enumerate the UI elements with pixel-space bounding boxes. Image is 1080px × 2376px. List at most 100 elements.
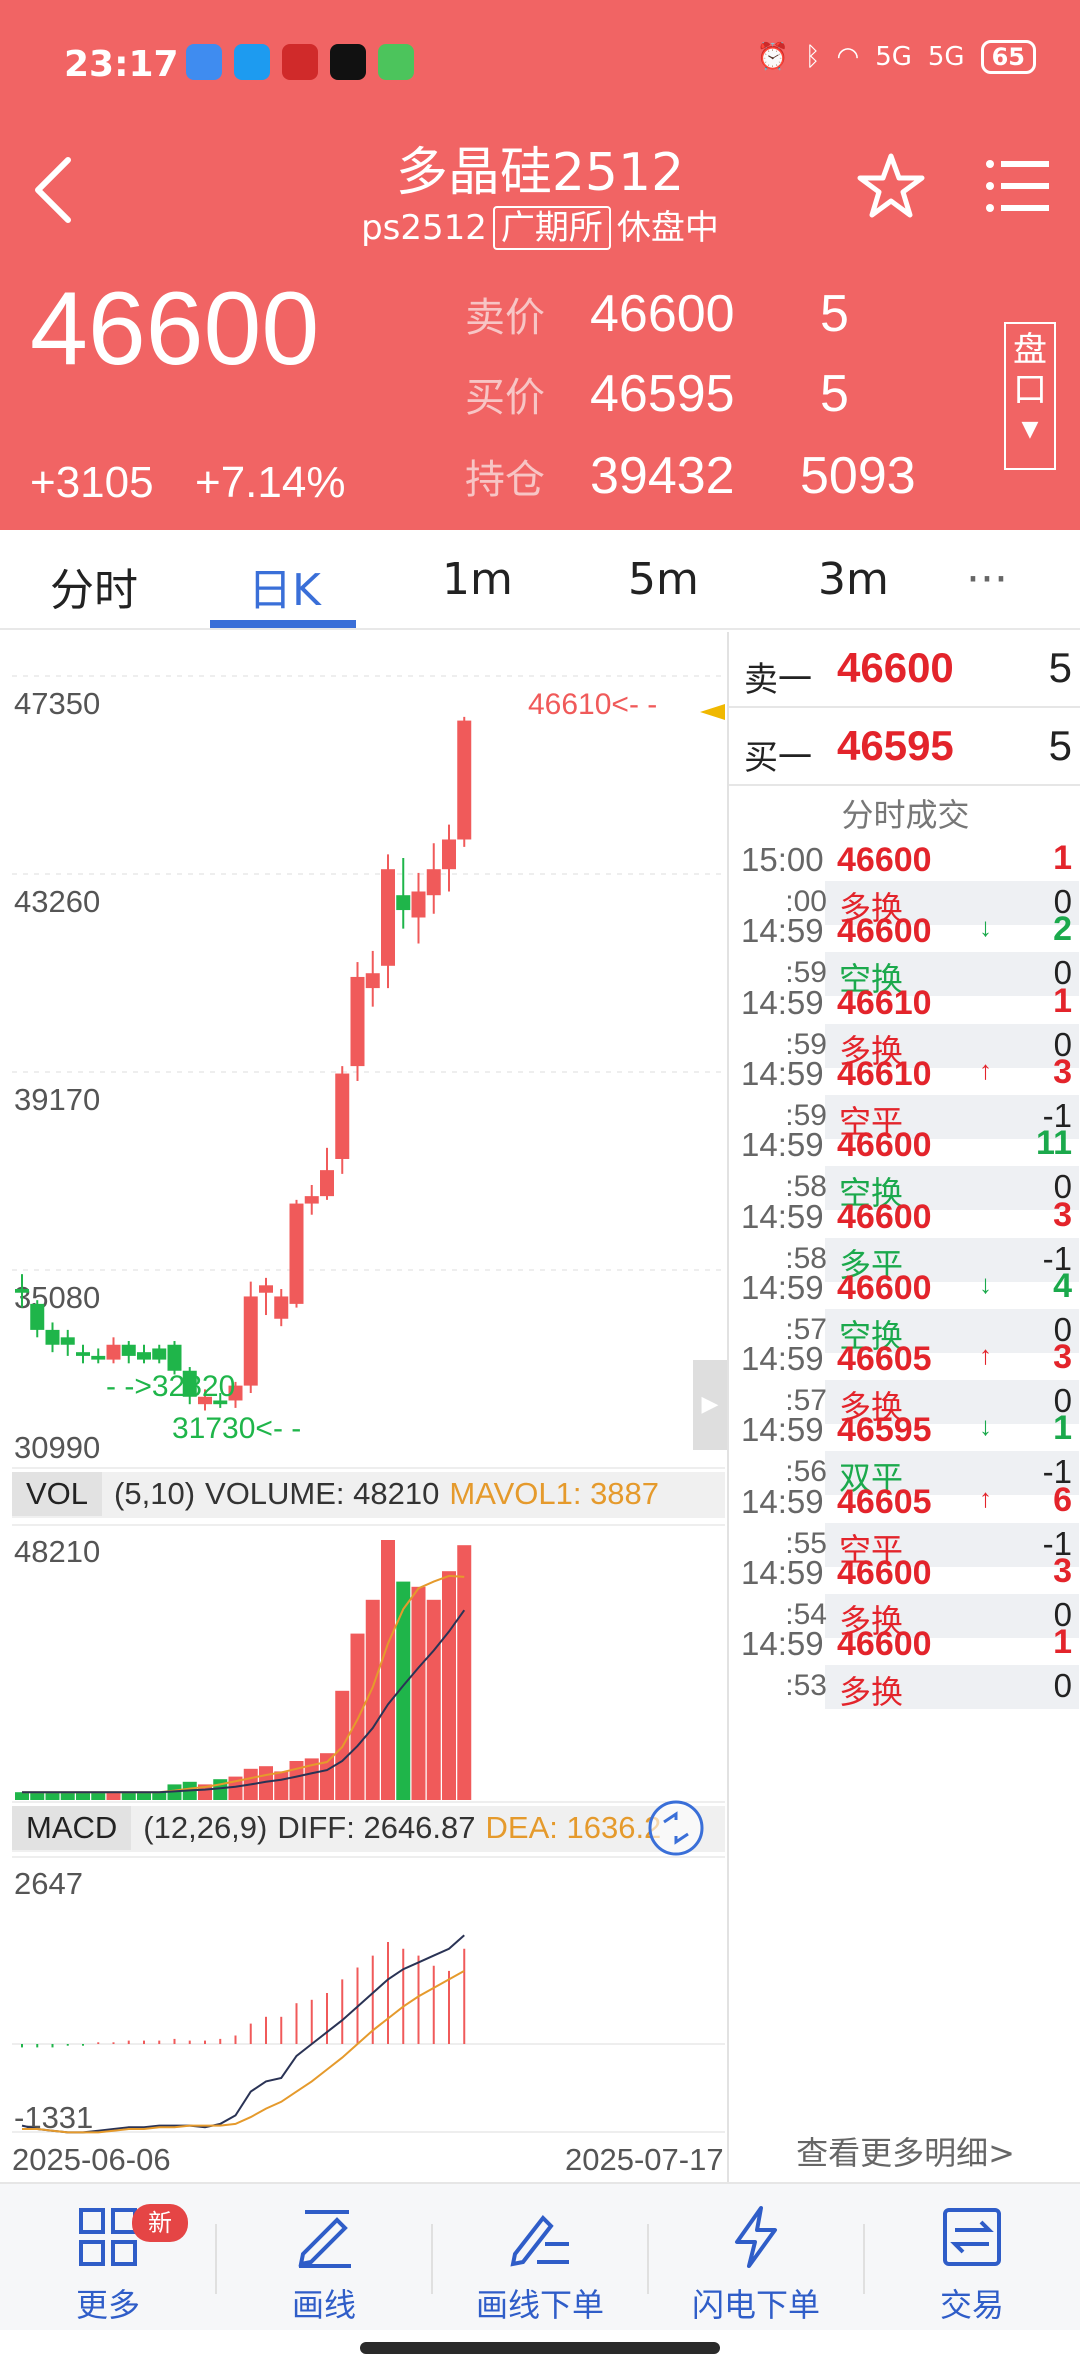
trade-row: 14:59:53 46600 1 多换 0 <box>729 1621 1080 1729</box>
order-book-panel: 卖一 46600 5 买一 46595 5 分时成交 15:00:00 46600… <box>727 632 1080 2182</box>
ask-price: 46600 <box>590 285 735 343</box>
mavol-value: MAVOL1: 3887 <box>449 1476 660 1511</box>
tab-daily-k[interactable]: 日K <box>248 565 321 616</box>
back-arrow-icon[interactable] <box>26 150 86 230</box>
y-label-1: 47350 <box>14 686 100 721</box>
bluetooth-icon: ᛒ <box>804 42 821 72</box>
more-details-link[interactable]: 查看更多明细> <box>796 2134 1015 2172</box>
candle-body <box>198 1396 212 1405</box>
candle-body <box>259 1285 273 1293</box>
nav-trade-button[interactable]: 交易 <box>864 2184 1080 2332</box>
battery-icon: 65 <box>980 40 1036 74</box>
vol-indicator-name[interactable]: VOL <box>12 1472 103 1516</box>
trade-qty: 3 <box>1053 1552 1072 1590</box>
trade-type-bg <box>825 1451 1079 1496</box>
trade-row: 14:59:55 46605 ↑ 6 空平 -1 <box>729 1479 1080 1587</box>
trade-seconds: :00 <box>785 885 827 918</box>
pencil-line-icon <box>298 2210 351 2268</box>
nav-more-label: 更多 <box>75 2286 140 2324</box>
dea-value: DEA: 1636.2 <box>485 1810 662 1845</box>
trade-type: 多换 <box>839 1674 904 1711</box>
volume-bar <box>106 1792 121 1800</box>
trade-row: 14:59:56 46595 ↓ 1 双平 -1 <box>729 1407 1080 1515</box>
ask-row: 卖价 46600 5 <box>465 284 849 344</box>
candle-body <box>457 720 472 840</box>
kline-chart[interactable]: 47350 43260 39170 35080 30990 46610<- - … <box>0 632 725 2182</box>
volume-bar <box>137 1792 151 1800</box>
volume-bar <box>350 1633 365 1800</box>
macd-indicator-bar[interactable]: MACD (12,26,9) DIFF: 2646.87 DEA: 1636.2 <box>12 1806 725 1852</box>
trade-time: 14:59 <box>741 1126 824 1164</box>
trade-time: 14:59 <box>741 1482 824 1520</box>
macd-y-top: 2647 <box>14 1866 83 1901</box>
trade-direction-icon: ↑ <box>979 1340 992 1371</box>
tab-more[interactable]: ··· <box>966 554 1008 605</box>
diff-line <box>21 1934 465 2134</box>
trade-qty: 1 <box>1053 839 1072 877</box>
trade-row: 15:00:00 46600 1 多换 0 <box>729 837 1080 945</box>
pankou-toggle-button[interactable]: 盘口 ▼ <box>1004 322 1056 470</box>
candle-body <box>30 1303 45 1330</box>
trade-seconds: :54 <box>785 1598 827 1631</box>
trade-time: 14:59 <box>741 983 824 1021</box>
trade-row: 14:59:58 46600 3 多平 -1 <box>729 1194 1080 1302</box>
candle-body <box>365 973 380 989</box>
collapse-panel-handle[interactable]: ▶ <box>693 1360 727 1450</box>
sell-one-price: 46600 <box>837 644 954 691</box>
trade-type: 空平 <box>839 1531 904 1568</box>
candle-body <box>152 1348 167 1360</box>
trade-seconds: :58 <box>785 1170 827 1204</box>
trade-type: 多换 <box>839 1032 904 1069</box>
exchange-badge: 广期所 <box>492 206 611 250</box>
volume-bar <box>457 1545 472 1800</box>
trade-row: 14:59:57 46605 ↑ 3 多换 0 <box>729 1336 1080 1444</box>
nav-divider <box>431 2224 433 2294</box>
trade-oi-change: 0 <box>1053 954 1072 992</box>
quote-header: 23:17 ⏰ ᛒ ◠ 5G 5G 65 多晶硅2512 ps2512 广期所 休盘… <box>0 0 1080 530</box>
trade-time: 14:59 <box>741 1625 824 1663</box>
kline-chart-area[interactable]: 47350 43260 39170 35080 30990 46610<- - … <box>0 632 725 2182</box>
trade-direction-icon: ↓ <box>979 1411 992 1442</box>
date-end: 2025-07-17 <box>565 2142 724 2177</box>
tab-3m[interactable]: 3m <box>818 554 889 605</box>
menu-list-icon[interactable] <box>985 158 1051 214</box>
trade-price: 46610 <box>837 983 932 1022</box>
nav-flash-order-button[interactable]: 闪电下单 <box>648 2184 864 2332</box>
sell-one-label: 卖一 <box>744 661 812 699</box>
candle-body <box>320 1170 334 1197</box>
trade-time: 14:59 <box>741 912 824 950</box>
bid-row: 买价 46595 5 <box>465 364 849 424</box>
trades-title: 分时成交 <box>841 796 970 834</box>
contract-subtitle: ps2512 广期所 休盘中 <box>0 200 1080 250</box>
tab-1m[interactable]: 1m <box>442 554 513 605</box>
trade-type: 空换 <box>839 961 904 998</box>
trade-time: 14:59 <box>741 1554 824 1591</box>
volume-bar <box>411 1586 426 1800</box>
trade-direction-icon: ↑ <box>979 1482 992 1513</box>
trade-direction-icon: ↓ <box>979 1268 992 1299</box>
vol-indicator-bar[interactable]: VOL (5,10) VOLUME: 48210 MAVOL1: 3887 <box>12 1472 725 1518</box>
tab-5m[interactable]: 5m <box>628 554 699 605</box>
tab-timeshare[interactable]: 分时 <box>50 565 138 616</box>
nav-draw-line-label: 画线 <box>291 2286 356 2324</box>
exchange-icon <box>943 2208 1001 2266</box>
macd-indicator-name[interactable]: MACD <box>12 1806 132 1850</box>
nav-draw-order-button[interactable]: 画线下单 <box>432 2184 648 2332</box>
active-tab-indicator <box>210 620 356 628</box>
trade-oi-change: -1 <box>1042 1524 1072 1562</box>
nav-draw-line-button[interactable]: 画线 <box>216 2184 432 2332</box>
trade-type-bg <box>825 1665 1079 1710</box>
nav-more-button[interactable]: 更多 新 <box>0 2184 216 2332</box>
volume-bar <box>121 1792 136 1800</box>
trade-type: 空平 <box>839 1103 904 1140</box>
trade-type-bg <box>825 1594 1079 1638</box>
refresh-icon[interactable] <box>646 1798 706 1858</box>
candle-body <box>335 1073 350 1159</box>
nav-draw-order-label: 画线下单 <box>475 2286 604 2324</box>
candle-body <box>213 1400 228 1405</box>
trade-type: 空换 <box>839 1175 904 1212</box>
favorite-star-icon[interactable] <box>855 150 927 222</box>
volume-bar <box>381 1540 395 1800</box>
trade-time: 14:59 <box>741 1411 824 1449</box>
volume-bars <box>15 1540 472 1800</box>
